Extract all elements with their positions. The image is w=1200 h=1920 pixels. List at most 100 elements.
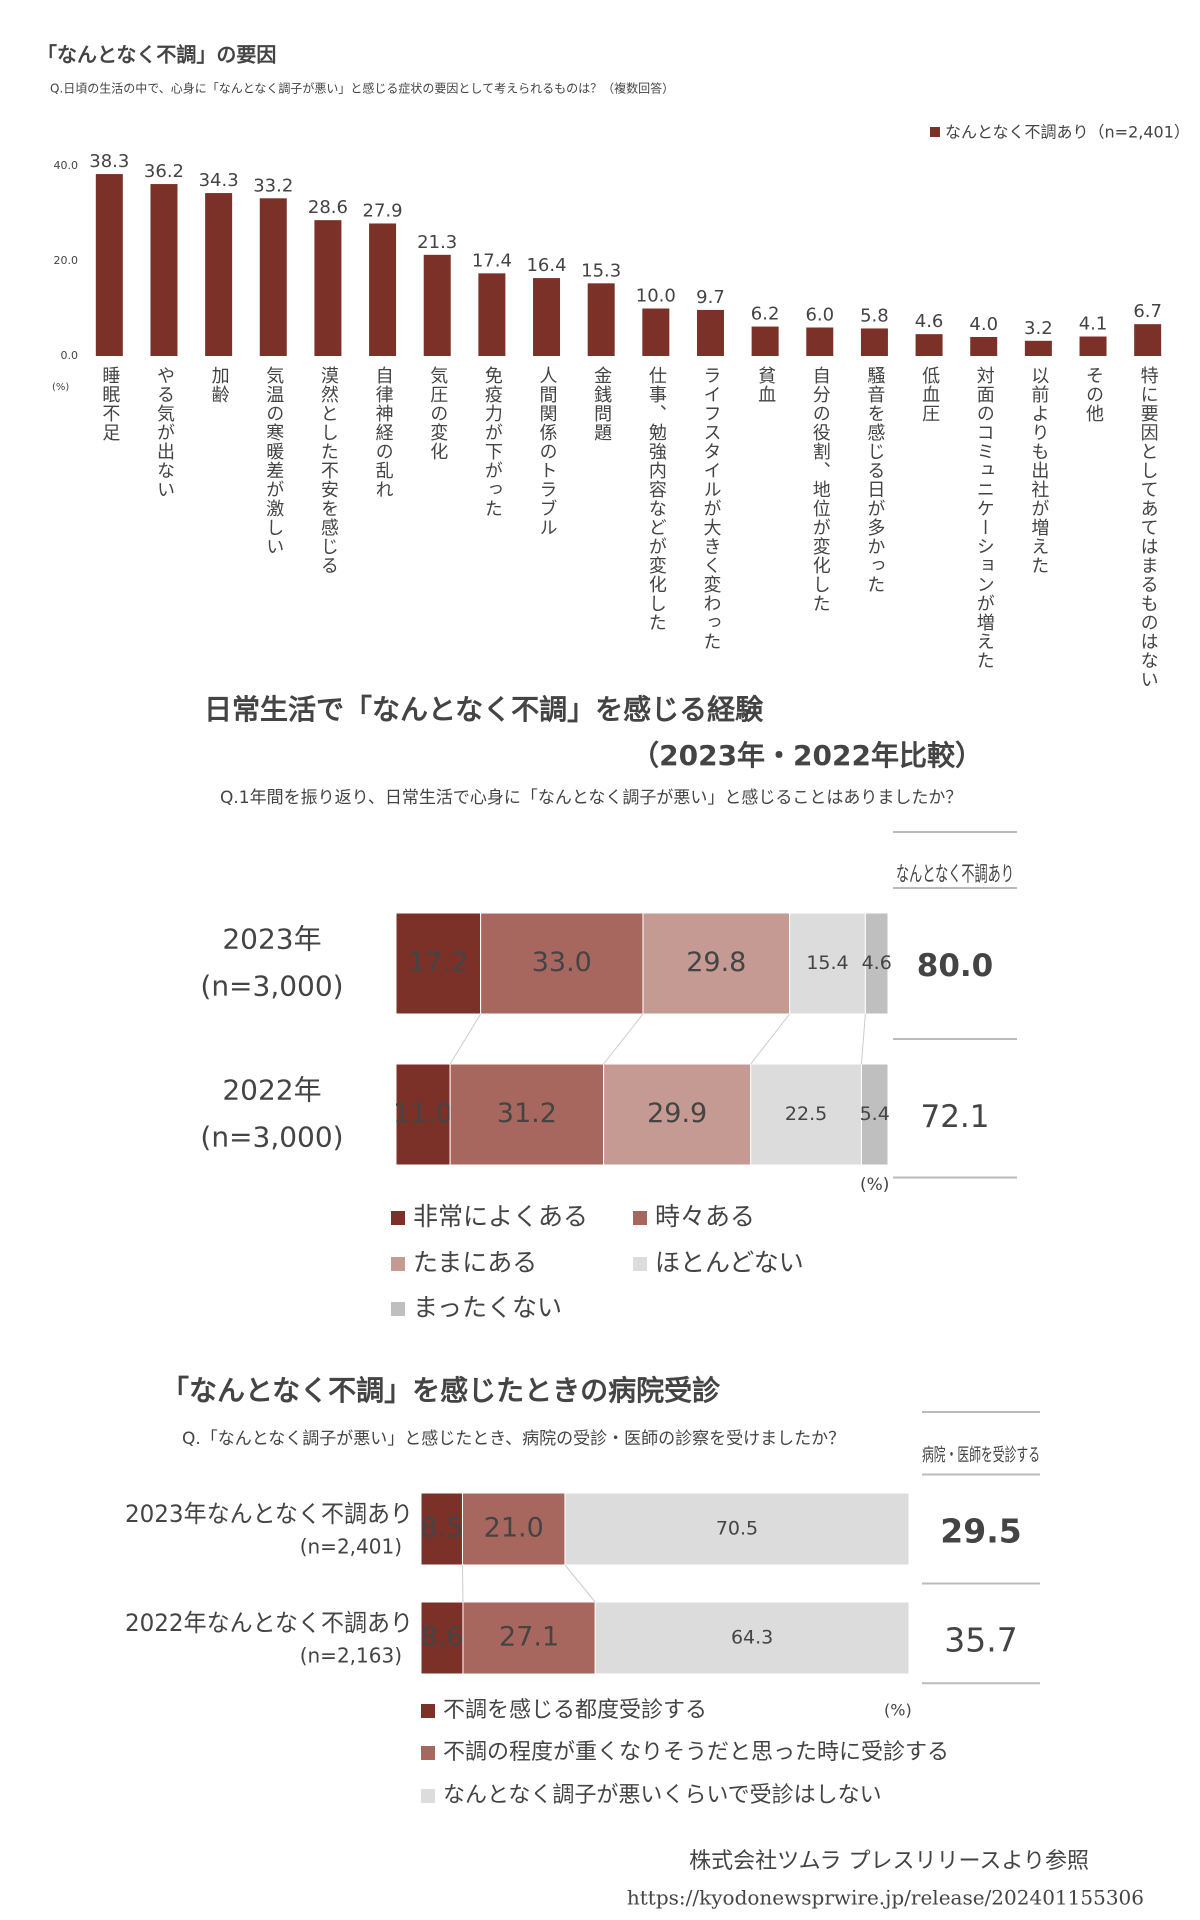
category-label: 2022年なんとなく不調あり [125,1609,413,1637]
value-label: 22.5 [785,1103,827,1125]
bar [95,174,123,356]
bar-segment [480,912,644,1015]
connector-line [860,1013,866,1065]
value-label: 4.1 [1079,314,1108,335]
bar-segment [420,1601,464,1675]
source-url: https://kyodonewsprwire.jp/release/20240… [627,1886,1144,1910]
category-label: 2023年 [222,923,321,956]
legend-swatch [633,1257,647,1271]
bar [642,308,670,356]
legend-label: 非常によくある [413,1202,588,1231]
legend-label: なんとなく調子が悪いくらいで受診はしない [443,1783,882,1808]
y-tick-label: 40.0 [54,159,79,172]
x-tick-label: 低血圧 [919,366,940,423]
value-label: 33.2 [253,175,293,196]
value-label: 6.0 [805,305,834,326]
bar [806,327,834,356]
total-value: 80.0 [917,948,994,984]
value-label: 17.4 [472,250,512,271]
connector-line [750,1013,790,1065]
n-label: (n=3,000) [200,1121,343,1154]
y-tick-label: 20.0 [54,254,79,267]
value-label: 9.7 [696,287,725,308]
legend-label: 時々ある [655,1202,755,1231]
x-tick-label: 気温の寒暖差が激しい [263,366,284,556]
x-tick-label: 人間関係のトラブル [537,366,558,537]
x-tick-label: 漠然とした不安を感じる [318,366,339,575]
legend-swatch [930,127,940,137]
chart-question: Q.「なんとなく調子が悪い」と感じたとき、病院の受診・医師の診察を受けましたか？ [182,1429,845,1449]
value-label: 21.0 [484,1513,544,1544]
value-label: 8.5 [420,1513,463,1544]
bar [369,223,397,356]
total-header: 病院・医師を受診する [922,1445,1040,1466]
value-label: 33.0 [532,947,592,978]
value-label: 8.6 [421,1622,464,1653]
bar-segment [864,912,889,1015]
bar-segment [564,1492,910,1566]
value-label: 16.4 [526,255,566,276]
bar [970,337,998,356]
bar-segment [395,912,482,1015]
value-label: 4.0 [969,314,998,335]
bar [751,326,779,356]
total-header: なんとなく不調あり [896,862,1014,886]
bar [150,184,178,356]
bar-segment [462,1601,596,1675]
bar [587,283,615,356]
category-label: 2022年 [222,1074,321,1107]
value-label: 5.4 [860,1103,890,1125]
bar [1134,324,1162,356]
y-tick-label: 0.0 [61,349,79,362]
bar-segment [860,1063,889,1166]
bar-segment [642,912,791,1015]
legend-swatch [421,1789,435,1803]
legend-label: 不調の程度が重くなりそうだと思った時に受診する [443,1740,949,1765]
legend-label: 不調を感じる都度受診する [443,1698,707,1723]
legend-swatch [391,1257,405,1271]
legend-swatch [391,1302,405,1316]
value-label: 27.9 [363,200,403,221]
value-label: 29.8 [686,947,746,978]
legend-label: まったくない [413,1293,562,1322]
total-value: 35.7 [944,1621,1017,1660]
chart-title: 日常生活で「なんとなく不調」を感じる経験 [204,693,764,726]
x-tick-label: ライフスタイルが大きく変わった [700,366,721,651]
chart-subtitle: Q.日頃の生活の中で、心身に「なんとなく調子が悪い」と感じる症状の要因として考え… [50,81,674,96]
n-label: (n=2,401) [300,1535,402,1559]
value-label: 21.3 [417,232,457,253]
x-tick-label: 金銭問題 [591,366,612,442]
x-tick-label: 以前よりも出社が増えた [1028,366,1049,575]
legend-swatch [391,1211,405,1225]
n-label: (n=2,163) [300,1644,402,1668]
chart-subtitle: （2023年・2022年比較） [631,739,983,772]
value-label: 4.6 [915,311,944,332]
bar [205,193,233,356]
value-label: 64.3 [731,1627,773,1649]
source: 株式会社ツムラ プレスリリースより参照 [689,1849,1089,1874]
x-tick-label: 自律神経の乱れ [373,366,394,499]
x-tick-label: 睡眠不足 [99,366,120,442]
bar-segment [395,1063,451,1166]
x-tick-label: 仕事、勉強内容などが変化した [646,366,667,632]
bar [915,334,943,356]
value-label: 4.6 [862,952,892,974]
total-value: 29.5 [940,1512,1021,1551]
x-tick-label: 免疫力が下がった [482,366,503,518]
bar [478,273,506,356]
x-tick-label: 貧血 [755,366,776,404]
value-label: 11.0 [393,1098,453,1129]
value-label: 6.7 [1133,301,1162,322]
legend-swatch [421,1746,435,1760]
value-label: 36.2 [144,161,184,182]
chart-question: Q.1年間を振り返り、日常生活で心身に「なんとなく調子が悪い」と感じることはあり… [220,788,962,808]
x-tick-label: その他 [1083,366,1104,423]
x-tick-label: 気圧の変化 [427,366,448,461]
x-unit: (%) [884,1701,912,1720]
value-label: 3.2 [1024,318,1053,339]
chart-title: 「なんとなく不調」の要因 [37,43,276,67]
legend-swatch [421,1704,435,1718]
bar [423,254,451,356]
